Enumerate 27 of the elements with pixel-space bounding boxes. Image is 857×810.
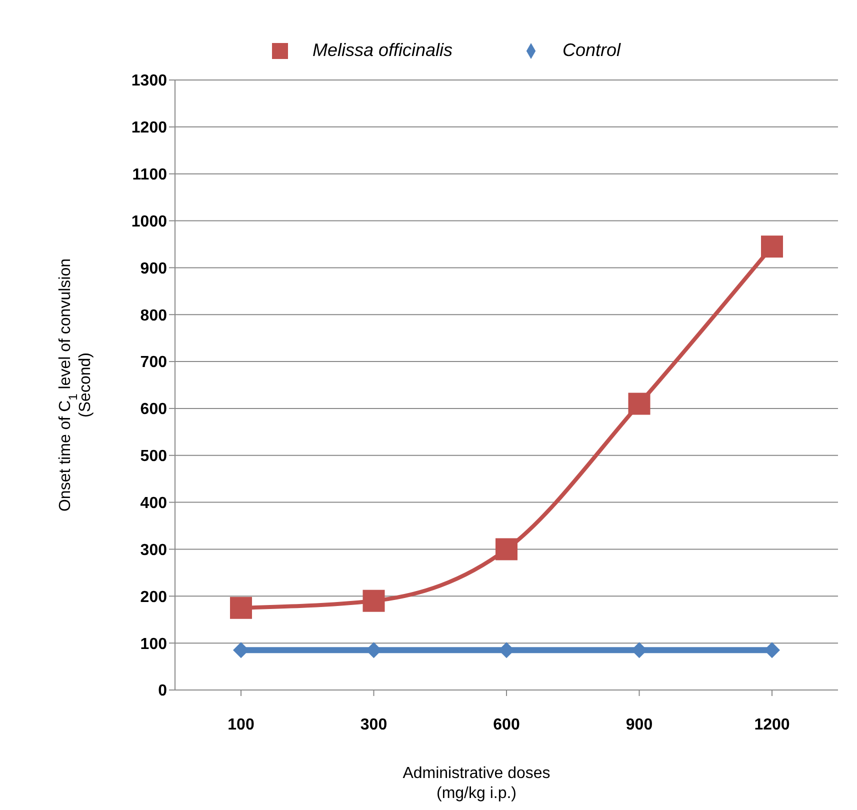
- legend-label: Melissa officinalis: [312, 40, 452, 60]
- x-tick-label: 100: [228, 716, 254, 734]
- y-tick-label: 200: [140, 588, 168, 606]
- point: [496, 538, 518, 560]
- y-tick-label: 300: [140, 542, 168, 559]
- legend-label: Control: [562, 40, 621, 60]
- y-tick-label: 0: [158, 682, 168, 700]
- y-tick-label: 400: [140, 494, 168, 512]
- point: [628, 392, 650, 415]
- x-tick-label: 600: [493, 716, 520, 734]
- y-tick-label: 800: [140, 307, 168, 324]
- y-tick-label: 100: [140, 636, 168, 653]
- x-tick-label: 900: [626, 716, 653, 734]
- y-tick-label: 600: [140, 401, 168, 418]
- y-tick-label: 500: [140, 448, 168, 466]
- x-tick-label: 1200: [754, 716, 790, 734]
- y-tick-label: 700: [140, 354, 168, 372]
- y-tick-label: 1200: [131, 120, 168, 137]
- point: [230, 596, 252, 619]
- point: [362, 590, 385, 612]
- y-tick-label: 1100: [132, 166, 168, 184]
- y-tick-label: 1000: [131, 213, 168, 230]
- y-tick-label: 900: [140, 260, 168, 278]
- y-tick-label: 1300: [131, 72, 168, 90]
- x-tick-label: 300: [360, 716, 388, 734]
- point: [761, 236, 783, 258]
- x-axis-title: Administrative doses (mg/kg i.p.): [402, 765, 550, 802]
